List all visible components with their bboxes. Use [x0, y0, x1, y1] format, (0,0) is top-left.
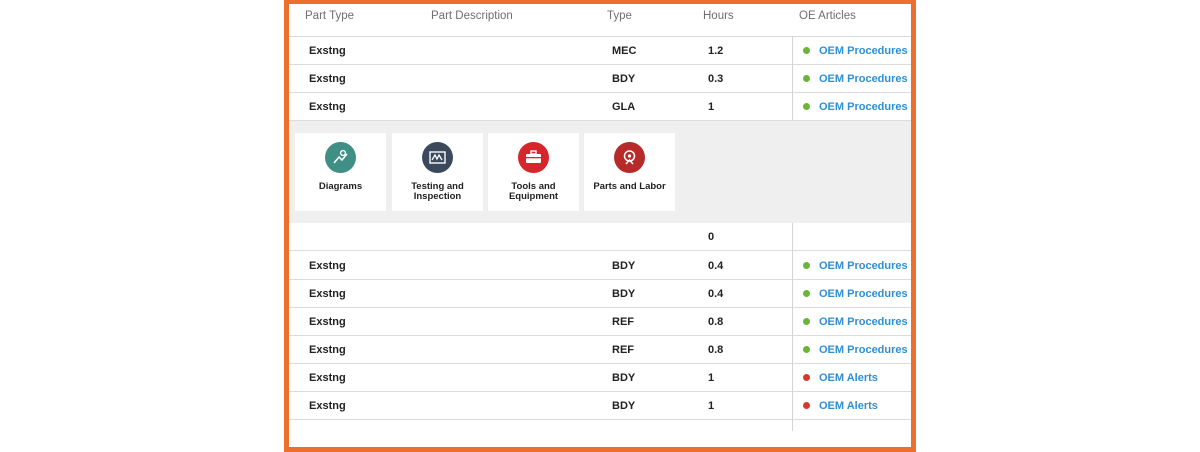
hours-cell: 1 — [708, 372, 715, 384]
oem-article-link[interactable]: OEM Procedures — [819, 344, 908, 356]
header-part-type: Part Type — [305, 10, 355, 22]
column-divider — [792, 64, 793, 92]
estimate-panel: Part Type Part Description Type Hours OE… — [284, 0, 916, 452]
status-dot — [803, 290, 810, 297]
part-type-cell: Exstng — [309, 316, 346, 328]
parts-labor-card[interactable]: Parts and Labor — [584, 133, 675, 211]
part-type-cell: Exstng — [309, 45, 346, 57]
type-cell: MEC — [612, 45, 637, 57]
type-cell: REF — [612, 316, 634, 328]
table-row[interactable]: Exstng BDY 0.3 OEM Procedures — [289, 64, 911, 93]
resource-panel: Diagrams Testing and Inspection Tools an… — [289, 121, 911, 223]
table-row[interactable]: Exstng REF 0.8 OEM Procedures — [289, 335, 911, 364]
card-label: Diagrams — [318, 181, 363, 192]
oem-article-link[interactable]: OEM Procedures — [819, 45, 908, 57]
hours-cell: 0.3 — [708, 73, 724, 85]
hours-cell: 0.8 — [708, 344, 724, 356]
hours-cell: 1.2 — [708, 45, 724, 57]
hours-cell: 0.8 — [708, 316, 724, 328]
type-cell: BDY — [612, 260, 636, 272]
column-divider — [792, 307, 793, 335]
card-label: Parts and Labor — [593, 181, 666, 192]
card-label: Tools and Equipment — [508, 181, 559, 202]
column-divider — [792, 92, 793, 120]
toolbox-icon — [518, 142, 549, 173]
part-type-cell: Exstng — [309, 372, 346, 384]
column-divider — [792, 251, 793, 279]
tools-equipment-card[interactable]: Tools and Equipment — [488, 133, 579, 211]
status-dot — [803, 75, 810, 82]
hours-cell: 1 — [708, 400, 715, 412]
part-type-cell: Exstng — [309, 288, 346, 300]
column-divider — [792, 419, 793, 431]
column-divider — [792, 335, 793, 363]
oem-article-link[interactable]: OEM Procedures — [819, 73, 908, 85]
header-hours: Hours — [703, 10, 734, 22]
column-divider — [792, 36, 793, 64]
part-type-cell: Exstng — [309, 73, 346, 85]
oem-alerts-link[interactable]: OEM Alerts — [819, 400, 878, 412]
type-cell: GLA — [612, 101, 636, 113]
status-dot — [803, 103, 810, 110]
header-type: Type — [607, 10, 632, 22]
table-row[interactable]: Exstng MEC 1.2 OEM Procedures — [289, 36, 911, 65]
table-row[interactable]: Exstng REF 0.8 OEM Procedures — [289, 307, 911, 336]
table-row[interactable]: Exstng BDY 0.4 OEM Procedures — [289, 251, 911, 280]
column-divider — [792, 363, 793, 391]
table-header: Part Type Part Description Type Hours OE… — [289, 4, 911, 37]
column-divider — [792, 391, 793, 419]
diagram-icon — [325, 142, 356, 173]
status-dot — [803, 402, 810, 409]
status-dot — [803, 318, 810, 325]
status-dot — [803, 374, 810, 381]
header-oe-articles: OE Articles — [799, 10, 856, 22]
oem-article-link[interactable]: OEM Procedures — [819, 288, 908, 300]
table-row[interactable]: Exstng BDY 1 OEM Alerts — [289, 363, 911, 392]
testing-inspection-card[interactable]: Testing and Inspection — [392, 133, 483, 211]
hours-cell: 0.4 — [708, 288, 724, 300]
type-cell: BDY — [612, 73, 636, 85]
table-row[interactable]: Exstng BDY 1 OEM Alerts — [289, 391, 911, 420]
type-cell: BDY — [612, 288, 636, 300]
diagrams-card[interactable]: Diagrams — [295, 133, 386, 211]
parts-labor-icon — [614, 142, 645, 173]
status-dot — [803, 47, 810, 54]
part-type-cell: Exstng — [309, 101, 346, 113]
table-row[interactable]: Exstng GLA 1 OEM Procedures — [289, 92, 911, 121]
hours-cell: 0 — [708, 231, 715, 243]
status-dot — [803, 262, 810, 269]
type-cell: BDY — [612, 400, 636, 412]
status-dot — [803, 346, 810, 353]
oem-article-link[interactable]: OEM Procedures — [819, 316, 908, 328]
column-divider — [792, 279, 793, 307]
hours-cell: 1 — [708, 101, 715, 113]
header-part-description: Part Description — [431, 10, 513, 22]
testing-icon — [422, 142, 453, 173]
summary-row: 0 — [289, 223, 911, 251]
oem-alerts-link[interactable]: OEM Alerts — [819, 372, 878, 384]
part-type-cell: Exstng — [309, 400, 346, 412]
part-type-cell: Exstng — [309, 344, 346, 356]
column-divider — [792, 223, 793, 250]
type-cell: REF — [612, 344, 634, 356]
card-label: Testing and Inspection — [411, 181, 464, 202]
type-cell: BDY — [612, 372, 636, 384]
part-type-cell: Exstng — [309, 260, 346, 272]
hours-cell: 0.4 — [708, 260, 724, 272]
oem-article-link[interactable]: OEM Procedures — [819, 101, 908, 113]
table-row[interactable]: Exstng BDY 0.4 OEM Procedures — [289, 279, 911, 308]
oem-article-link[interactable]: OEM Procedures — [819, 260, 908, 272]
